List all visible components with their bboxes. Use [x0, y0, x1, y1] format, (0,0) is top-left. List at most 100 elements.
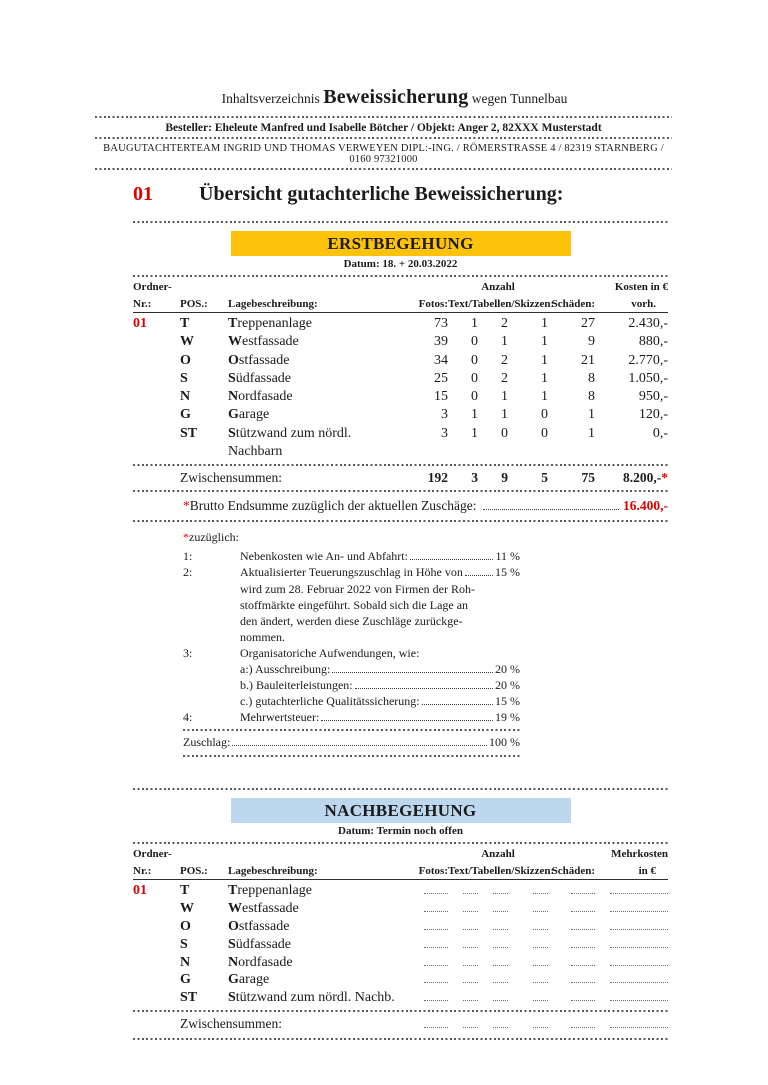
fotos-value: 25: [434, 370, 448, 386]
pos-code: S: [180, 370, 188, 386]
document-content: Inhaltsverzeichnis Beweissicherung wegen…: [95, 86, 672, 1040]
lagebeschreibung: Treppenanlage: [228, 882, 408, 900]
text-blank: [448, 882, 478, 900]
table-row: O Ostfassade 34 0 2 1 21 2.770,-: [133, 352, 668, 370]
zuschlag-line: b.) Bauleiterleistungen: 20 %: [183, 677, 520, 693]
kosten-value: 880,-: [638, 334, 668, 350]
desc-rest: arage: [238, 972, 270, 988]
fotos-blank: [408, 882, 448, 900]
table-row: S Südfassade: [133, 936, 668, 954]
pos-code: N: [180, 954, 191, 970]
table-row: ST Stützwand zum nördl. Nachbarn 3 1 0 0…: [133, 425, 668, 462]
table2-body: 01 T Treppenanlage W Westfassade: [133, 882, 668, 1007]
schaeden-value: 27: [581, 316, 595, 331]
line-text: Aktualisierter Teuerungszuschlag in Höhe…: [240, 565, 463, 580]
text-blank: [448, 900, 478, 918]
lagebeschreibung: Stützwand zum nördl. Nachbarn: [228, 425, 408, 462]
fotos-value: 3: [441, 425, 448, 441]
zuschlag-line: c.) gutachterliche Qualitätssicherung: 15…: [183, 693, 520, 709]
erstbegehung-banner: ERSTBEGEHUNG: [230, 231, 571, 256]
dotted-leader: [409, 559, 494, 561]
table-row: N Nordfasade: [133, 954, 668, 972]
lagebeschreibung: Garage: [228, 971, 408, 989]
divider: [133, 1037, 668, 1040]
spacer: [133, 760, 668, 788]
besteller-line: Besteller: Eheleute Manfred und Isabelle…: [165, 122, 602, 134]
fotos-blank: [408, 954, 448, 972]
table-row: G Garage: [133, 971, 668, 989]
zuschlag-line: 1: Nebenkosten wie An- und Abfahrt: 11 %: [183, 548, 520, 564]
schaeden-total: 75: [581, 470, 596, 486]
pos-code: N: [180, 389, 191, 405]
text-value: 1: [471, 425, 478, 441]
table-row: 01 T Treppenanlage: [133, 882, 668, 900]
desc-rest: ordfasade: [238, 389, 293, 405]
zwischensummen-row: Zwischensummen: 192 3 9 5 75 8.200,-*: [133, 466, 668, 490]
schaeden-value: 1: [588, 425, 595, 441]
skizzen-value: 1: [541, 370, 548, 386]
divider: [133, 221, 668, 223]
skizzen-blank: [508, 900, 548, 918]
lagebeschreibung: Westfassade: [228, 900, 408, 918]
pos-code: T: [180, 316, 190, 331]
lagebeschreibung: Ostfassade: [228, 352, 408, 370]
text-value: 0: [471, 334, 478, 350]
header-schaeden: Schäden:: [548, 865, 595, 881]
divider: [133, 464, 668, 467]
dotted-leader: [482, 509, 619, 511]
zwischensummen-label: Zwischensummen:: [180, 470, 282, 486]
schaeden-blank: [548, 936, 595, 954]
desc-rest: tützwand zum nördl. Nachb.: [235, 990, 395, 1006]
desc-rest: ordfasade: [238, 954, 293, 970]
ordner-nr: [133, 370, 180, 388]
mehrkosten-blank: [595, 971, 668, 989]
table-row: W Westfassade 39 0 1 1 9 880,-: [133, 333, 668, 351]
zwischensummen-label: Zwischensummen:: [180, 1015, 282, 1031]
zuschlag-line: nommen.: [183, 629, 520, 645]
divider: [133, 788, 668, 791]
divider: [133, 1009, 668, 1012]
lagebeschreibung: Ostfassade: [228, 918, 408, 936]
footnote-star: *: [183, 498, 190, 514]
text-blank: [448, 918, 478, 936]
line-number: 3:: [183, 645, 193, 660]
kosten-value: 120,-: [638, 407, 668, 423]
skizzen-blank: [508, 971, 548, 989]
tabellen-blank: [478, 882, 508, 900]
fotos-blank: [408, 989, 448, 1007]
desc-rest: stfassade: [238, 919, 290, 934]
fotos-blank: [408, 936, 448, 954]
table-body: 01 T Treppenanlage 73 1 2 1 27 2.430,- W…: [133, 315, 668, 461]
table-header-row1: Ordner- Anzahl Kosten in €: [133, 281, 668, 294]
line-percent: 20 %: [495, 678, 520, 693]
text-value: 1: [471, 316, 478, 331]
ordner-nr: [133, 954, 180, 972]
tabellen-total: 9: [501, 470, 508, 486]
table-row: G Garage 3 1 1 0 1 120,-: [133, 406, 668, 424]
header-anzahl: Anzahl: [481, 848, 515, 861]
fotos-blank: [408, 918, 448, 936]
header-fotos: Fotos:: [408, 298, 448, 313]
line-percent: 15 %: [495, 694, 520, 709]
zuschlag-total-label: Zuschlag:: [183, 735, 231, 750]
pos-code: ST: [180, 425, 198, 441]
desc-lead: N: [228, 389, 239, 405]
schaeden-value: 21: [581, 352, 595, 368]
header-lage: Lagebeschreibung:: [228, 298, 408, 313]
tabellen-blank: [478, 1015, 508, 1033]
schaeden-blank: [548, 971, 595, 989]
fotos-blank: [408, 971, 448, 989]
skizzen-blank: [508, 882, 548, 900]
zuschlag-line: stoffmärkte eingeführt. Sobald sich die …: [183, 597, 520, 613]
dotted-leader: [232, 745, 487, 747]
mehrkosten-blank: [595, 1015, 668, 1033]
dotted-leader: [332, 672, 493, 674]
table-row: W Westfassade: [133, 900, 668, 918]
section-number: 01: [133, 183, 153, 205]
ordner-nr: [133, 425, 180, 462]
desc-rest: üdfassade: [235, 936, 291, 952]
skizzen-total: 5: [541, 470, 548, 486]
footnote-star: *: [183, 530, 189, 545]
pos-code: S: [180, 936, 188, 952]
